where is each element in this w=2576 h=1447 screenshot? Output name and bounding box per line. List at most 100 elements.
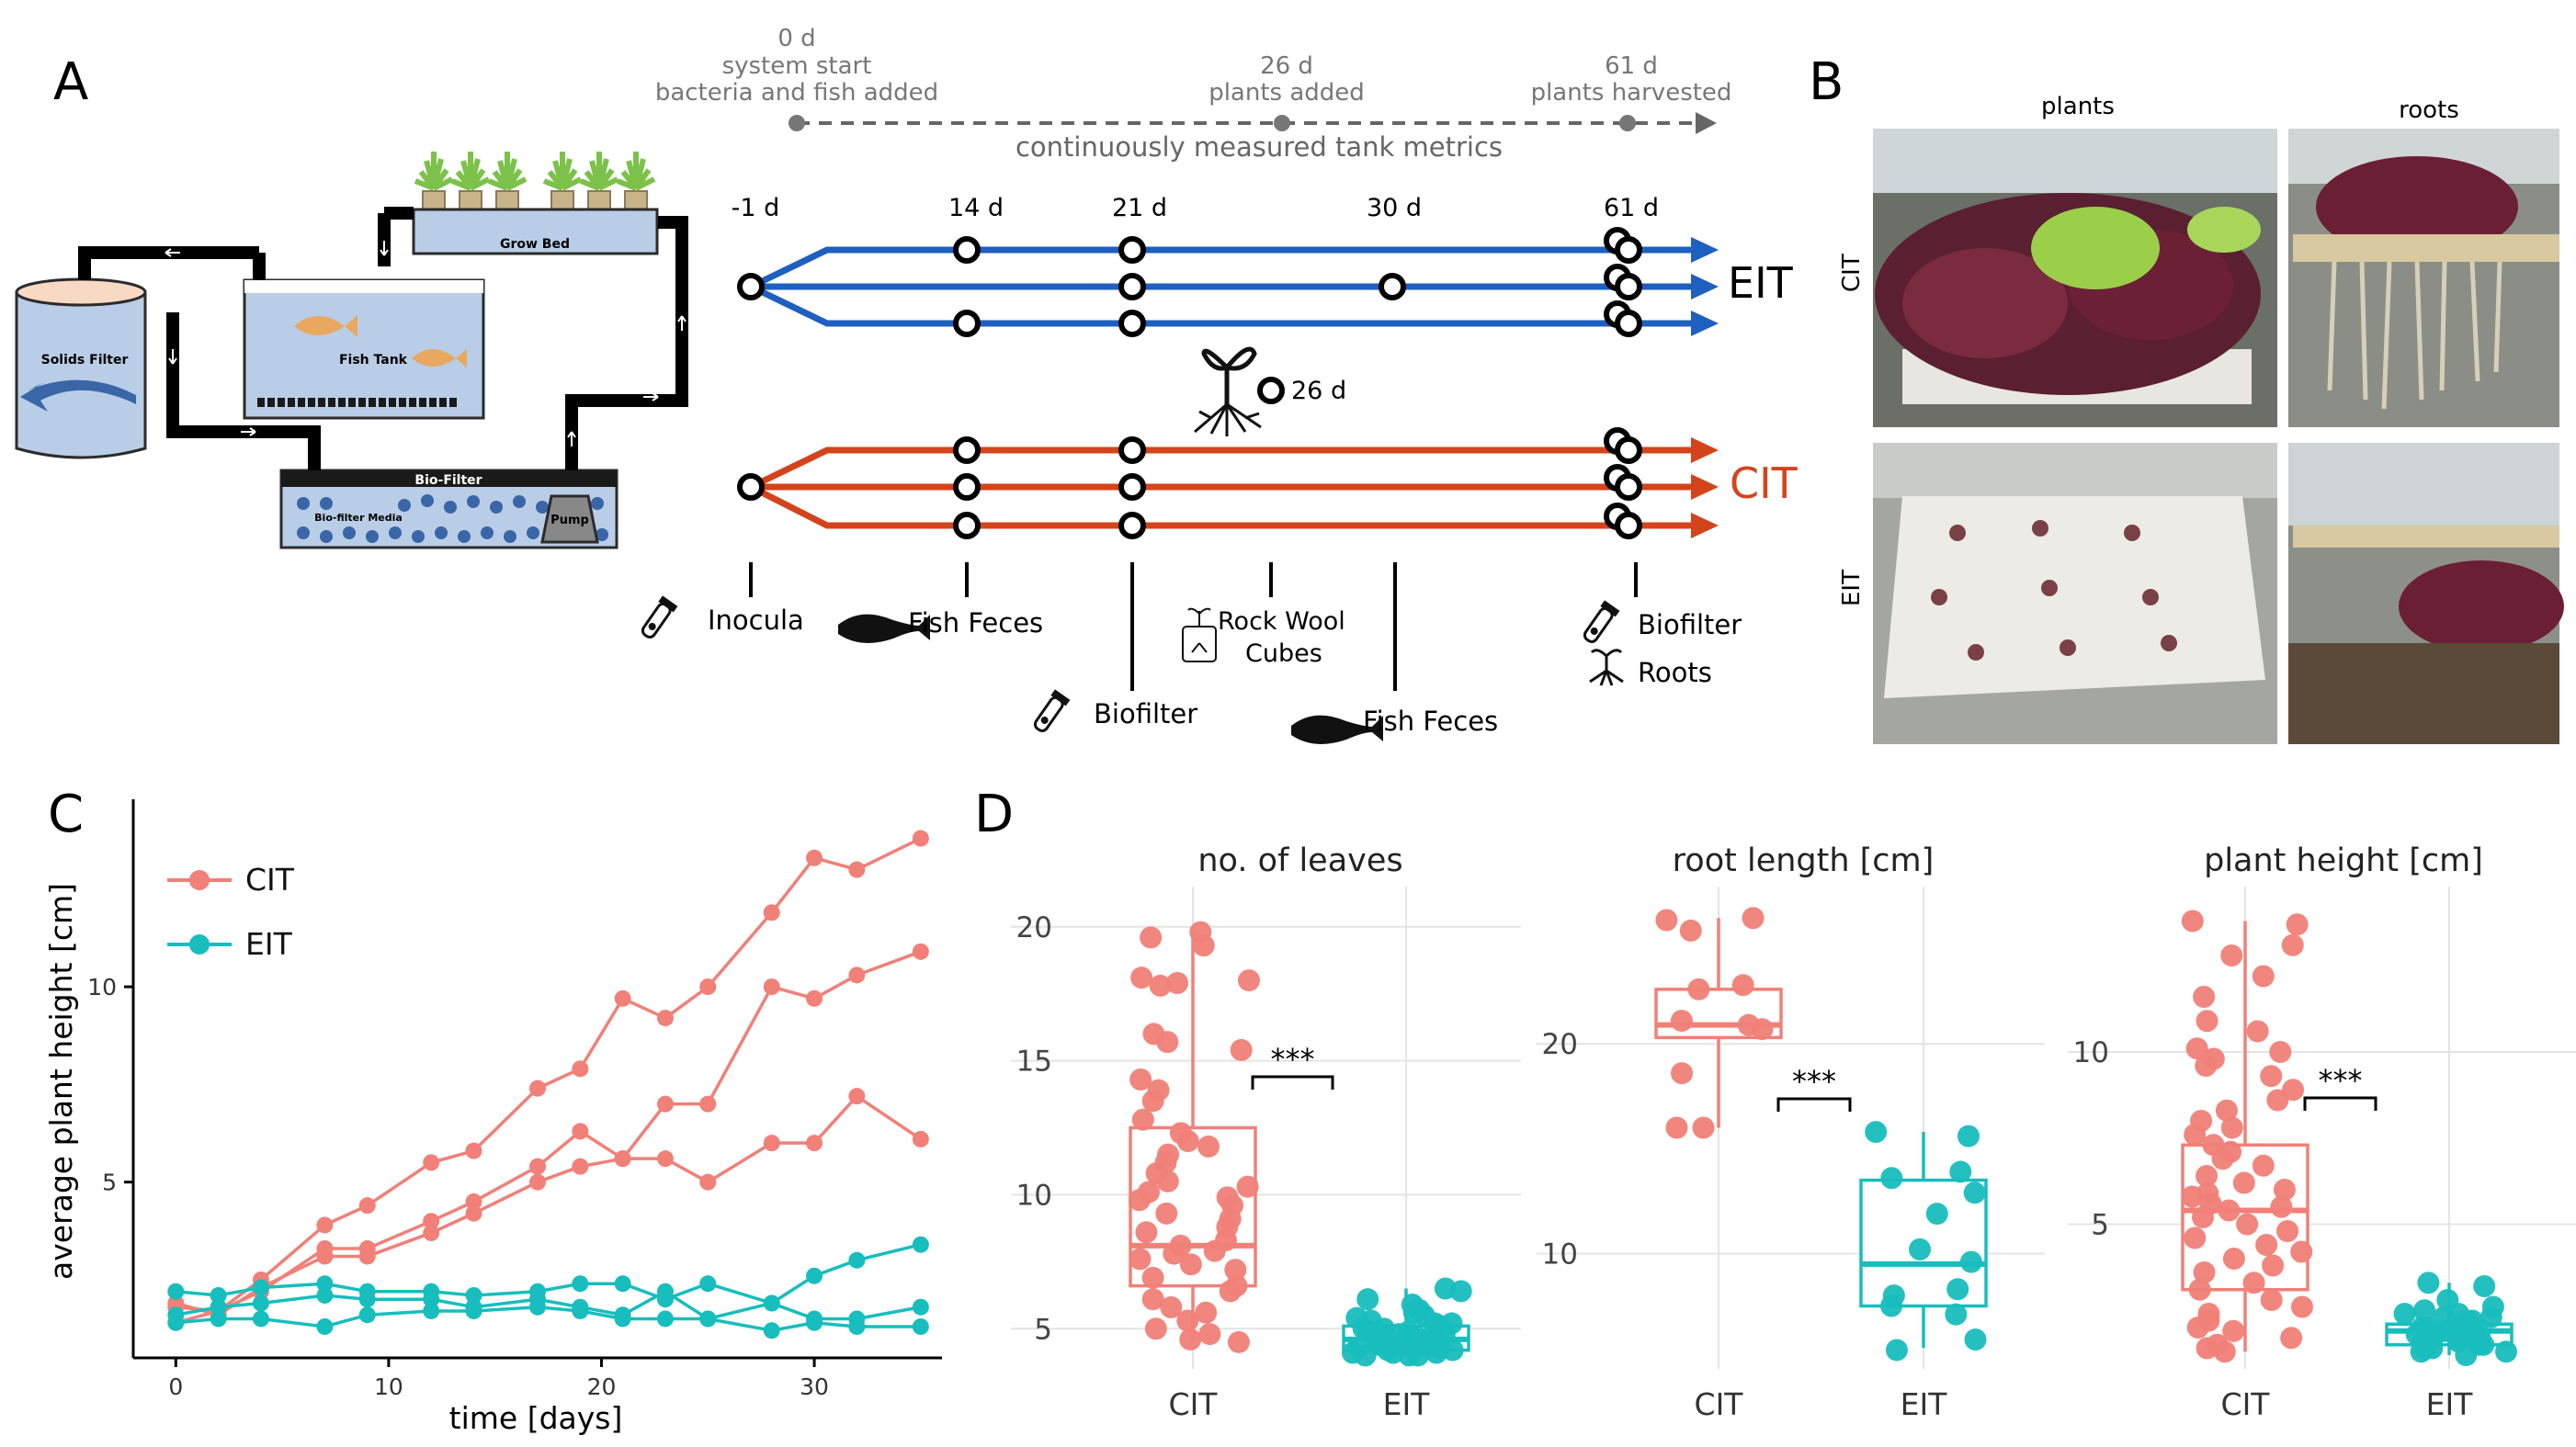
system-schematic: Grow Bed Fish Tank Solids Filter Bio-Fil… <box>15 152 688 549</box>
fish-icon <box>412 349 467 367</box>
day-label: 30 d <box>1367 194 1422 222</box>
d-data-point <box>1665 1116 1688 1139</box>
c-data-point <box>529 1158 546 1175</box>
sample-label: Biofilter <box>1094 698 1197 729</box>
d-data-point <box>1909 1238 1932 1260</box>
d-data-point <box>1179 1253 1202 1276</box>
d-significance-bracket <box>1776 1097 1852 1112</box>
rock-wool-icon <box>1182 607 1217 662</box>
d-y-tick-label: 10 <box>1542 1238 1578 1271</box>
d-data-point <box>2211 1147 2234 1170</box>
c-data-point <box>465 1204 482 1222</box>
d-data-point <box>1230 1038 1253 1061</box>
c-x-tick-label: 30 <box>800 1374 829 1400</box>
c-data-point <box>465 1142 482 1159</box>
d-data-point <box>1129 1248 1152 1271</box>
d-data-point <box>2218 1199 2241 1222</box>
c-data-point <box>358 1306 376 1324</box>
photo-col-label: plants <box>2041 93 2115 120</box>
c-data-point <box>806 849 823 866</box>
c-data-point <box>252 1294 269 1312</box>
d-data-point <box>2266 1089 2289 1112</box>
d-data-point <box>2393 1303 2416 1325</box>
d-data-point <box>2262 1254 2285 1277</box>
d-data-point <box>1880 1294 1903 1317</box>
d-y-tick-label: 10 <box>1016 1179 1052 1212</box>
c-legend-label: EIT <box>245 926 293 962</box>
c-data-point <box>529 1080 546 1097</box>
c-data-point <box>614 1150 631 1168</box>
c-data-point <box>699 978 717 996</box>
d-data-point <box>2193 986 2216 1008</box>
d-y-tick-label: 15 <box>1016 1046 1052 1079</box>
d-data-point <box>2281 933 2304 956</box>
c-data-point <box>806 989 823 1007</box>
roots-icon <box>1589 649 1624 686</box>
d-data-point <box>1128 1189 1151 1212</box>
d-data-point <box>1176 1309 1199 1332</box>
d-x-tick-label: CIT <box>1169 1386 1219 1422</box>
d-data-point <box>2220 1116 2243 1139</box>
d-data-point <box>1179 1328 1202 1351</box>
fish-tank-label: Fish Tank <box>339 353 408 367</box>
flow-arrows <box>165 241 687 447</box>
c-data-point <box>656 1150 674 1168</box>
d-significance-bracket <box>2303 1096 2377 1111</box>
c-data-point <box>912 1298 929 1316</box>
d-data-point <box>2269 1041 2292 1063</box>
fish-icon <box>294 315 357 337</box>
c-data-point <box>167 1283 185 1300</box>
panel-label-c: C <box>48 785 84 844</box>
c-data-point <box>316 1286 334 1304</box>
d-data-point <box>2186 1317 2209 1339</box>
d-data-point <box>1236 1175 1259 1198</box>
d-data-point <box>1141 1266 1164 1289</box>
d-data-point <box>2188 1278 2211 1301</box>
d-data-point <box>2255 1234 2278 1256</box>
photo-eit-plants <box>1873 443 2277 744</box>
c-data-point <box>423 1154 440 1171</box>
c-data-point <box>465 1302 482 1319</box>
d-data-point <box>2236 1213 2259 1236</box>
c-data-point <box>316 1239 334 1257</box>
d-data-point <box>1946 1278 1969 1301</box>
d-x-tick-label: EIT <box>2426 1386 2474 1422</box>
c-data-point <box>656 1095 674 1113</box>
d-x-tick-label: EIT <box>1383 1386 1431 1422</box>
d-data-point <box>2273 1179 2296 1201</box>
sample-label: Fish Feces <box>1363 706 1498 737</box>
d-data-point <box>1227 1330 1250 1353</box>
c-data-point <box>806 1314 823 1331</box>
c-data-point <box>699 1310 717 1328</box>
c-data-point <box>316 1216 334 1234</box>
d-data-point <box>1141 1288 1164 1311</box>
photo-grid: plants roots CIT EIT <box>1838 93 2564 744</box>
d-data-point <box>1424 1312 1447 1335</box>
c-data-point <box>358 1291 376 1308</box>
d-data-point <box>2286 913 2309 936</box>
c-data-point <box>572 1060 589 1078</box>
c-data-point <box>806 1135 823 1152</box>
c-data-point <box>210 1298 227 1316</box>
d-data-point <box>1195 1301 1218 1324</box>
d-data-point <box>1885 1339 1908 1362</box>
c-data-point <box>763 904 780 921</box>
c-data-point <box>656 1310 674 1328</box>
d-significance-label: *** <box>1792 1064 1836 1099</box>
d-data-point <box>2195 1055 2218 1077</box>
d-data-point <box>2191 1206 2214 1228</box>
c-data-point <box>656 1283 674 1300</box>
event-line1-label: plants added <box>1209 79 1365 107</box>
day-label: 61 d <box>1604 194 1659 222</box>
d-data-point <box>2196 1337 2219 1360</box>
cit-timeline <box>749 447 1696 529</box>
d-data-point <box>1679 919 1702 942</box>
d-data-point <box>2232 1171 2255 1194</box>
d-data-point <box>1402 1301 1425 1324</box>
d-data-point <box>2290 1295 2313 1318</box>
d-data-point <box>1671 1062 1694 1085</box>
c-data-point <box>614 989 631 1007</box>
d-data-point <box>1959 1250 1982 1273</box>
plant-height-time-chart: average plant height [cm] time [days] 0 1… <box>43 799 942 1436</box>
d-data-point <box>1176 1130 1199 1153</box>
